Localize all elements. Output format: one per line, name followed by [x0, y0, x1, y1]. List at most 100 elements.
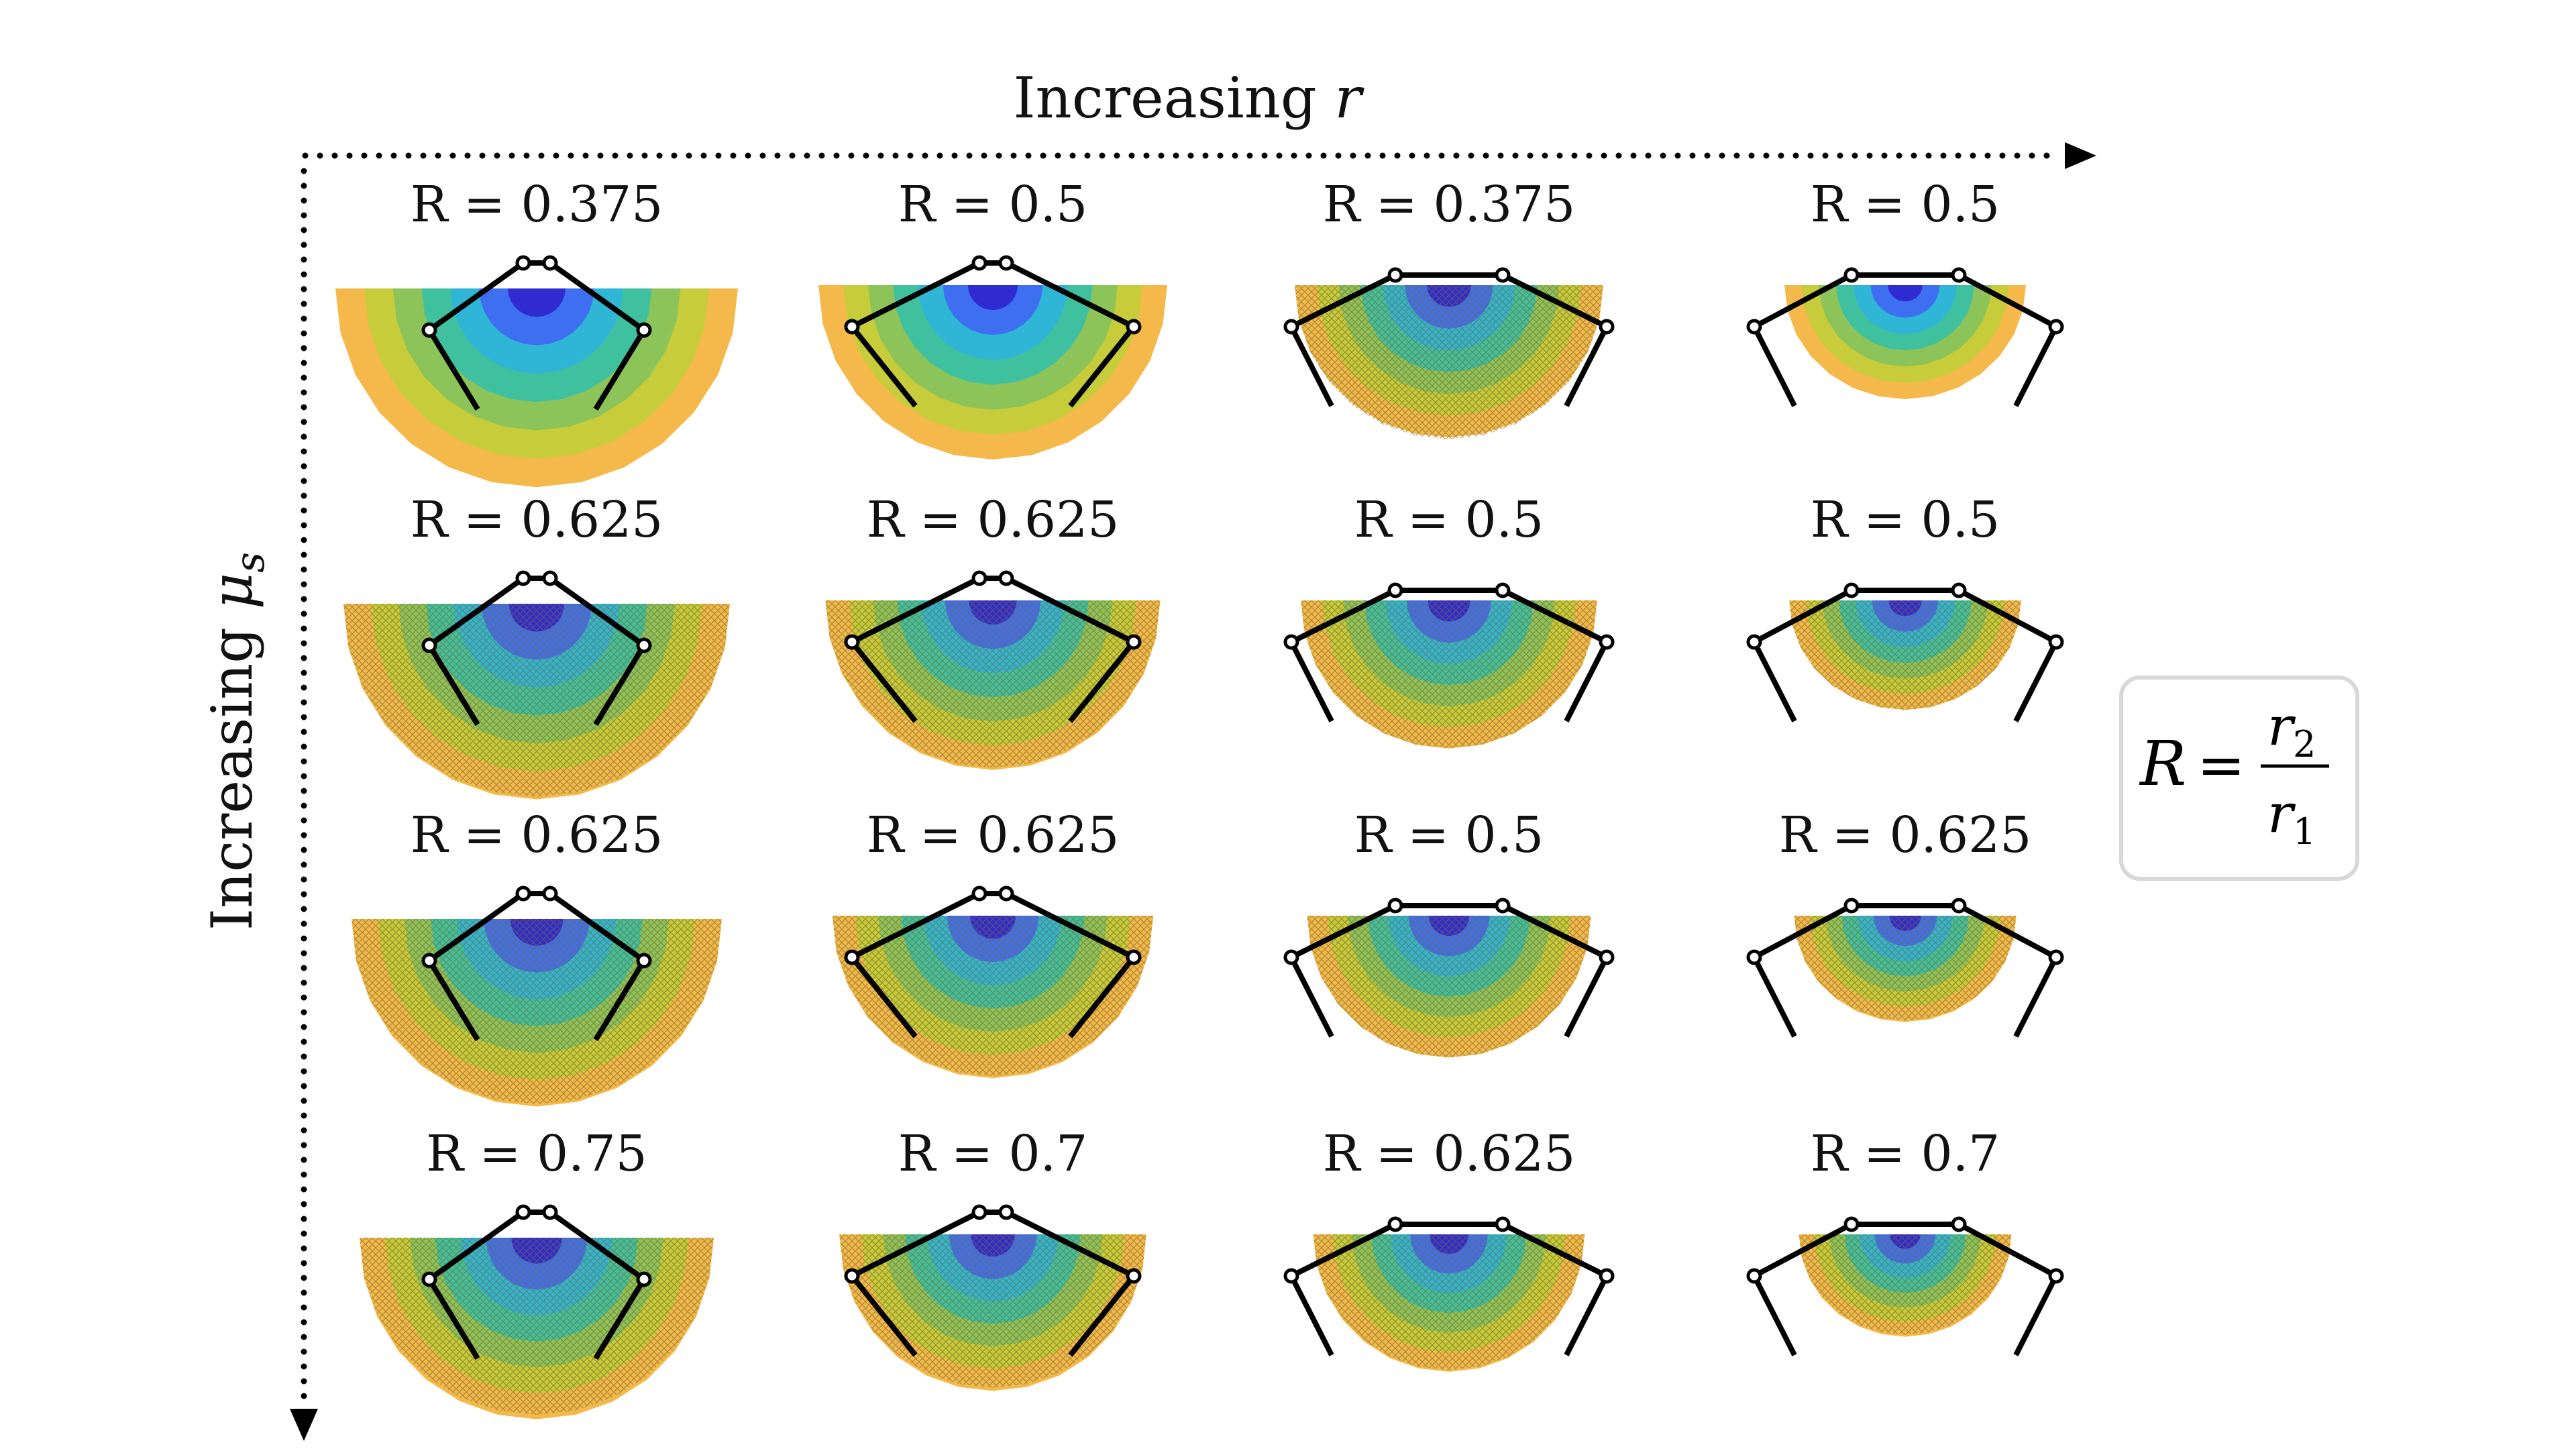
workspace-plot: R = 0.5 — [1283, 806, 1615, 1058]
plot-label: R = 0.375 — [1323, 176, 1576, 233]
hatch-region — [1307, 916, 1591, 1058]
legend-numerator: r — [2267, 695, 2296, 757]
joint-marker — [636, 1271, 652, 1287]
joint-marker — [1843, 898, 1860, 914]
joint-marker — [421, 322, 437, 338]
joint-marker — [636, 637, 652, 653]
plot-label: R = 0.375 — [411, 176, 663, 233]
contour-band — [1888, 285, 1923, 302]
joint-marker — [542, 885, 558, 902]
linkage-arms — [1289, 1222, 1609, 1356]
plot-label: R = 0.625 — [1323, 1125, 1576, 1183]
joint-marker — [1951, 582, 1967, 598]
joint-marker — [971, 1204, 987, 1220]
joint-marker — [1283, 1268, 1299, 1284]
linkage-arms — [1752, 903, 2059, 1038]
hatch-region — [1301, 600, 1597, 749]
linkage-arms — [1289, 272, 1609, 407]
x-axis-arrowhead-icon — [2065, 142, 2096, 169]
plot-label: R = 0.625 — [1779, 806, 2032, 864]
joint-marker — [1599, 949, 1615, 965]
joint-marker — [1283, 634, 1299, 650]
joint-marker — [1495, 582, 1511, 598]
joint-marker — [1495, 898, 1511, 914]
contour-band — [508, 288, 566, 317]
joint-marker — [636, 322, 652, 338]
joint-marker — [1746, 1268, 1762, 1284]
joint-marker — [1843, 267, 1860, 283]
joint-marker — [636, 953, 652, 969]
plot-label: R = 0.625 — [411, 491, 663, 549]
joint-marker — [1746, 634, 1762, 650]
hatch-region — [1295, 285, 1603, 439]
joint-marker — [998, 1204, 1014, 1220]
joint-marker — [421, 953, 437, 969]
plot-label: R = 0.5 — [1811, 491, 2000, 549]
workspace-plot: R = 0.75 — [360, 1125, 714, 1419]
hatch-region — [360, 1238, 714, 1415]
joint-marker — [1843, 582, 1860, 598]
workspace-plot: R = 0.625 — [1283, 1125, 1615, 1372]
joint-marker — [998, 255, 1014, 271]
legend-lhs: R — [2139, 728, 2186, 800]
joint-marker — [1283, 949, 1299, 965]
joint-marker — [1126, 634, 1142, 650]
workspace-plot: R = 0.625 — [832, 806, 1154, 1079]
hatch-region — [343, 604, 730, 797]
joint-marker — [1495, 267, 1511, 283]
plot-label: R = 0.75 — [426, 1125, 647, 1183]
joint-marker — [1126, 1268, 1142, 1284]
plot-label: R = 0.5 — [1354, 806, 1544, 864]
workspace-plot: R = 0.5 — [1746, 176, 2064, 407]
workspace-plot: R = 0.5 — [818, 176, 1167, 460]
joint-marker — [1951, 1216, 1967, 1232]
joint-marker — [998, 885, 1014, 902]
workspace-plot: R = 0.7 — [1746, 1125, 2064, 1356]
plot-label: R = 0.625 — [867, 491, 1120, 549]
joint-marker — [1495, 1216, 1511, 1232]
legend-denominator-sub: 1 — [2293, 810, 2316, 853]
joint-marker — [1746, 949, 1762, 965]
workspace-plot: R = 0.7 — [839, 1125, 1146, 1391]
joint-marker — [515, 1204, 531, 1220]
plot-label: R = 0.5 — [898, 176, 1087, 233]
workspace-plot: R = 0.625 — [343, 491, 730, 800]
joint-marker — [421, 1271, 437, 1287]
hatch-region — [1794, 916, 2017, 1021]
joint-marker — [844, 319, 860, 335]
contour-band — [943, 285, 1043, 335]
linkage-arms — [1289, 588, 1609, 722]
linkage-arms — [849, 1210, 1136, 1357]
workspace-plot: R = 0.375 — [1283, 176, 1615, 439]
linkage-arms — [849, 891, 1136, 1038]
joint-marker — [1599, 1268, 1615, 1284]
linkage-arms — [849, 576, 1136, 723]
contour-band — [1870, 285, 1940, 318]
workspace-plot: R = 0.625 — [1746, 806, 2064, 1038]
legend-numerator-sub: 2 — [2293, 723, 2316, 765]
joint-marker — [515, 255, 531, 271]
joint-marker — [2048, 319, 2064, 335]
x-axis: Increasing r — [302, 65, 2096, 169]
linkage-arms — [1289, 903, 1609, 1038]
workspace-plot: R = 0.625 — [352, 806, 722, 1107]
contour-band — [479, 288, 594, 345]
linkage-arms — [849, 260, 1136, 408]
linkage-arms — [427, 260, 647, 411]
hatch-region — [352, 919, 722, 1104]
joint-marker — [971, 570, 987, 586]
legend-box: R = r 2 r 1 — [2119, 676, 2359, 881]
hatch-region — [1313, 1234, 1585, 1371]
joint-marker — [1746, 319, 1762, 335]
joint-marker — [1843, 1216, 1860, 1232]
joint-marker — [1387, 582, 1403, 598]
legend-frame — [2119, 676, 2359, 881]
joint-marker — [844, 1268, 860, 1284]
y-axis-arrowhead-icon — [290, 1409, 318, 1441]
hatch-region — [839, 1234, 1146, 1388]
hatch-region — [1789, 600, 2021, 710]
joint-marker — [2048, 949, 2064, 965]
workspace-plot: R = 0.5 — [1283, 491, 1615, 749]
joint-marker — [1951, 267, 1967, 283]
